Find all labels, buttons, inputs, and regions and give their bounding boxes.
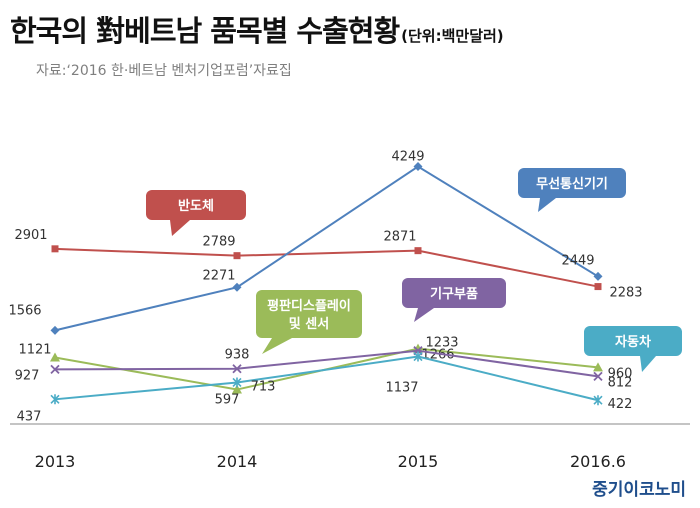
- callout-4: 자동차: [584, 326, 682, 372]
- callout-label-0-0: 반도체: [178, 198, 214, 214]
- point-1-0: [50, 325, 60, 335]
- data-label-2-0: 1121: [18, 343, 51, 358]
- point-4-2: [413, 351, 423, 362]
- data-label-3-0: 927: [15, 368, 40, 383]
- series-4: 437 713 1137 422: [17, 351, 633, 424]
- point-4-0: [50, 394, 60, 405]
- point-0-1: [233, 252, 241, 260]
- data-label-3-1: 938: [225, 348, 250, 363]
- callout-box-2: [256, 290, 362, 338]
- point-0-0: [51, 245, 59, 253]
- chart-title: 한국의 對베트남 품목별 수출현황 (단위:백만달러): [10, 8, 504, 50]
- series-3: 927 938 1233 812: [15, 336, 633, 391]
- data-label-0-1: 2789: [202, 235, 235, 250]
- callout-tail-4: [640, 356, 656, 372]
- data-label-3-3: 812: [608, 375, 633, 390]
- point-4-3: [593, 395, 603, 406]
- source-note: 자료:‘2016 한·베트남 벤처기업포럼’자료집: [36, 63, 292, 79]
- data-label-2-1: 597: [215, 393, 240, 408]
- x-tick-label-3: 2016.6: [570, 452, 626, 471]
- callout-tail-1: [538, 198, 556, 212]
- title-text: 한국의 對베트남 품목별 수출현황: [10, 14, 400, 48]
- data-label-1-3: 2449: [561, 253, 594, 268]
- point-3-0: [50, 364, 60, 375]
- callout-box-0: [146, 190, 246, 220]
- callout-tail-0: [170, 220, 190, 236]
- brand-logo-text: 중기이코노미: [592, 480, 686, 500]
- callout-0: 반도체: [146, 190, 246, 236]
- callout-label-1-0: 무선통신기기: [536, 176, 608, 192]
- callout-box-4: [584, 326, 682, 356]
- callout-label-3-0: 기구부품: [430, 287, 478, 302]
- callout-label-4-0: 자동차: [615, 334, 651, 350]
- data-label-1-2: 4249: [391, 150, 424, 165]
- data-label-0-2: 2871: [383, 230, 416, 245]
- series-line-4: [54, 355, 599, 402]
- callout-1: 무선통신기기: [518, 168, 626, 212]
- series-line-3: [54, 349, 599, 378]
- series-1: 1566 2271 4249 2449: [8, 150, 603, 335]
- point-3-1: [232, 364, 242, 374]
- data-label-4-0: 437: [17, 409, 42, 424]
- callout-3: 기구부품: [402, 278, 506, 322]
- x-tick-label-0: 2013: [35, 452, 76, 471]
- point-4-1: [232, 377, 242, 388]
- point-3-3: [593, 371, 603, 382]
- callout-label-2-1: 및 센서: [289, 316, 329, 332]
- callout-tail-2: [262, 338, 292, 354]
- callout-tail-3: [414, 308, 434, 322]
- unit-text: (단위:백만달러): [401, 27, 504, 45]
- x-tick-label-2: 2015: [398, 452, 439, 471]
- data-label-3-2: 1233: [425, 336, 458, 351]
- data-label-4-2: 1137: [385, 381, 418, 396]
- data-label-4-3: 422: [608, 397, 633, 412]
- callout-label-2-0: 평판디스플레이: [267, 298, 351, 314]
- callout-box-1: [518, 168, 626, 198]
- data-label-0-3: 2283: [609, 286, 642, 301]
- data-label-1-1: 2271: [202, 268, 235, 283]
- series-line-0: [54, 247, 599, 288]
- point-1-1: [232, 282, 242, 292]
- point-0-2: [414, 247, 422, 255]
- series-line-1: [54, 165, 599, 332]
- point-2-0: [50, 352, 60, 362]
- data-label-1-0: 1566: [8, 303, 41, 318]
- point-2-3: [593, 362, 603, 372]
- data-label-2-3: 960: [608, 366, 633, 381]
- callout-box-3: [402, 278, 506, 308]
- point-2-1: [232, 384, 242, 394]
- data-label-0-0: 2901: [14, 228, 47, 243]
- x-tick-label-1: 2014: [217, 452, 258, 471]
- point-1-2: [413, 162, 423, 171]
- point-0-3: [594, 283, 602, 291]
- series-0: 2901 2789 2871 2283: [14, 228, 642, 301]
- data-label-4-1: 713: [251, 379, 276, 394]
- point-1-3: [593, 271, 603, 281]
